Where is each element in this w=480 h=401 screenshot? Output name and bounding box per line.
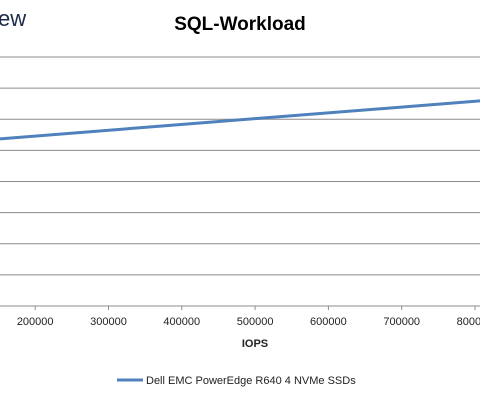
x-tick-label: 800000 <box>457 316 480 328</box>
x-tick-label: 400000 <box>163 316 200 328</box>
legend-label: Dell EMC PowerEdge R640 4 NVMe SSDs <box>146 375 356 387</box>
x-tick-label: 300000 <box>90 316 127 328</box>
x-tick-label: 500000 <box>237 316 274 328</box>
x-tick-label: 700000 <box>383 316 420 328</box>
x-tick-label: 600000 <box>310 316 347 328</box>
logo-text: ew <box>0 6 26 31</box>
series-line <box>0 99 480 141</box>
chart-title: SQL-Workload <box>174 14 306 35</box>
x-axis-label: IOPS <box>242 338 268 350</box>
x-tick-label: 200000 <box>17 316 54 328</box>
